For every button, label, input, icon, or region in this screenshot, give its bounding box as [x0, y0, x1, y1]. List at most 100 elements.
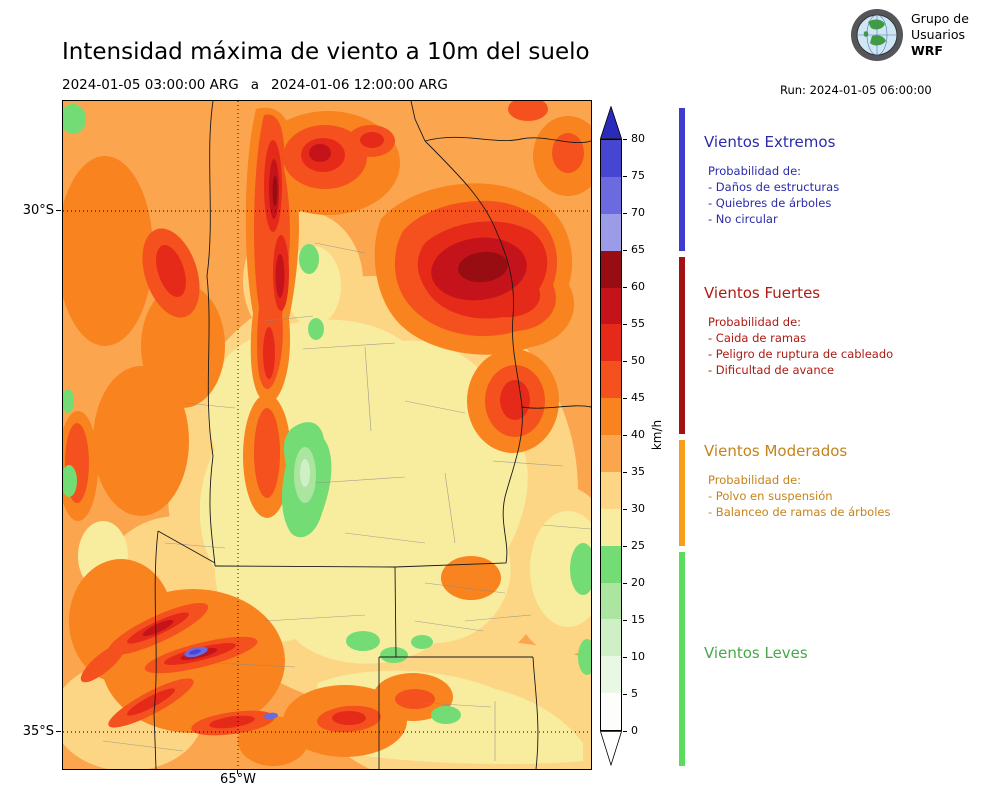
wind-map-canvas	[63, 101, 591, 769]
colorbar-tick-mark-15	[623, 619, 627, 621]
legend-leves: Vientos Leves	[704, 644, 979, 674]
colorbar-over-arrow	[600, 106, 622, 139]
wind-field-layer	[63, 101, 591, 769]
colorbar-tick-mark-50	[623, 360, 627, 362]
colorbar-band-50-55	[601, 324, 621, 362]
colorbar-band-35-40	[601, 435, 621, 472]
colorbar-tick-mark-75	[623, 175, 627, 177]
colorbar-tick-label-50: 50	[631, 354, 645, 367]
legend-fuertes-body: Probabilidad de: - Caida de ramas - Peli…	[704, 314, 979, 378]
colorbar-tick-mark-30	[623, 508, 627, 510]
period-separator: a	[250, 77, 260, 93]
legend-moderados: Vientos Moderados Probabilidad de: - Pol…	[704, 442, 979, 520]
y-tick-mark-30s	[56, 210, 61, 211]
wrf-logo: Grupo de Usuarios WRF	[850, 8, 969, 62]
colorbar-band-5-10	[601, 656, 621, 694]
colorbar-band-65-70	[601, 213, 621, 251]
colorbar-tick-mark-20	[623, 582, 627, 584]
colorbar-tick-label-40: 40	[631, 428, 645, 441]
colorbar-tick-label-65: 65	[631, 243, 645, 256]
legend-fuertes-item: - Peligro de ruptura de cableado	[708, 347, 894, 361]
colorbar-tick-label-60: 60	[631, 280, 645, 293]
x-tick-mark-65w	[237, 769, 238, 774]
colorbar-band-25-30	[601, 508, 621, 546]
colorbar-tick-label-20: 20	[631, 576, 645, 589]
colorbar-band-30-35	[601, 471, 621, 509]
colorbar-band-40-45	[601, 398, 621, 435]
department-borders-layer	[102, 242, 591, 761]
colorbar-tick-label-5: 5	[631, 687, 638, 700]
colorbar-tick-label-15: 15	[631, 613, 645, 626]
legend-fuertes-prob: Probabilidad de:	[708, 315, 802, 329]
category-bar-extremos	[679, 108, 685, 251]
colorbar-tick-label-70: 70	[631, 206, 645, 219]
legend-moderados-item: - Balanceo de ramas de árboles	[708, 505, 891, 519]
globe-icon	[851, 9, 903, 61]
colorbar-tick-label-45: 45	[631, 391, 645, 404]
colorbar-tick-mark-35	[623, 471, 627, 473]
legend-extremos-body: Probabilidad de: - Daños de estructuras …	[704, 163, 979, 227]
colorbar: 0 5 10 15 20 25 30 35 40 45 50 55 60 65 70 75 80	[600, 106, 666, 772]
legend-moderados-body: Probabilidad de: - Polvo en suspensión -…	[704, 472, 979, 520]
colorbar-band-10-15	[601, 619, 621, 657]
legend-fuertes-item: - Dificultad de avance	[708, 363, 835, 377]
category-bar-moderados	[679, 440, 685, 546]
logo-line-2: Usuarios	[911, 27, 966, 42]
colorbar-tick-mark-55	[623, 323, 627, 325]
legend-extremos-item: - No circular	[708, 212, 778, 226]
y-tick-mark-35s	[56, 731, 61, 732]
colorbar-tick-label-55: 55	[631, 317, 645, 330]
legend-extremos-item: - Quiebres de árboles	[708, 196, 832, 210]
logo-line-3: WRF	[911, 43, 943, 58]
province-borders-layer	[153, 101, 591, 769]
colorbar-tick-label-10: 10	[631, 650, 645, 663]
logo-line-1: Grupo de	[911, 11, 969, 26]
period-start: 2024-01-05 03:00:00 ARG	[62, 77, 239, 93]
colorbar-tick-mark-60	[623, 286, 627, 288]
legend-fuertes-item: - Caida de ramas	[708, 331, 807, 345]
colorbar-tick-label-30: 30	[631, 502, 645, 515]
colorbar-tick-mark-25	[623, 545, 627, 547]
legend-extremos-prob: Probabilidad de:	[708, 164, 802, 178]
colorbar-tick-mark-10	[623, 656, 627, 658]
colorbar-tick-label-75: 75	[631, 169, 645, 182]
colorbar-tick-label-80: 80	[631, 132, 645, 145]
legend-moderados-title: Vientos Moderados	[704, 442, 848, 460]
legend-fuertes-title: Vientos Fuertes	[704, 284, 821, 302]
colorbar-band-75-80	[601, 140, 621, 177]
colorbar-band-20-25	[601, 545, 621, 583]
colorbar-tick-mark-80	[623, 138, 627, 140]
legend-fuertes: Vientos Fuertes Probabilidad de: - Caida…	[704, 284, 979, 378]
logo-text: Grupo de Usuarios WRF	[911, 8, 969, 59]
legend-moderados-prob: Probabilidad de:	[708, 473, 802, 487]
colorbar-tick-mark-0	[623, 730, 627, 732]
colorbar-tick-mark-70	[623, 212, 627, 214]
map-frame	[62, 100, 592, 770]
legend-extremos-title: Vientos Extremos	[704, 133, 836, 151]
legend-extremos: Vientos Extremos Probabilidad de: - Daño…	[704, 133, 979, 227]
legend-leves-title: Vientos Leves	[704, 644, 808, 662]
colorbar-under-arrow	[600, 731, 622, 766]
colorbar-tick-mark-65	[623, 249, 627, 251]
category-bar-fuertes	[679, 257, 685, 434]
colorbar-band-60-65	[601, 250, 621, 288]
period-end: 2024-01-06 12:00:00 ARG	[271, 77, 448, 93]
colorbar-tick-mark-5	[623, 693, 627, 695]
colorbar-band-45-50	[601, 361, 621, 399]
x-axis-label-65w: 65°W	[220, 772, 256, 787]
colorbar-tick-label-35: 35	[631, 465, 645, 478]
colorbar-band-0-5	[601, 693, 621, 730]
colorbar-unit-label: km/h	[650, 419, 664, 451]
y-axis-label-35s: 35°S	[22, 724, 54, 739]
valid-period: 2024-01-05 03:00:00 ARG a 2024-01-06 12:00…	[62, 77, 448, 93]
gridlines-layer	[63, 101, 591, 769]
colorbar-tick-label-0: 0	[631, 724, 638, 737]
colorbar-bands	[600, 139, 622, 731]
colorbar-tick-mark-45	[623, 397, 627, 399]
legend-moderados-item: - Polvo en suspensión	[708, 489, 833, 503]
legend-extremos-item: - Daños de estructuras	[708, 180, 840, 194]
y-axis-label-30s: 30°S	[22, 203, 54, 218]
category-bar-leves	[679, 552, 685, 766]
colorbar-tick-label-25: 25	[631, 539, 645, 552]
